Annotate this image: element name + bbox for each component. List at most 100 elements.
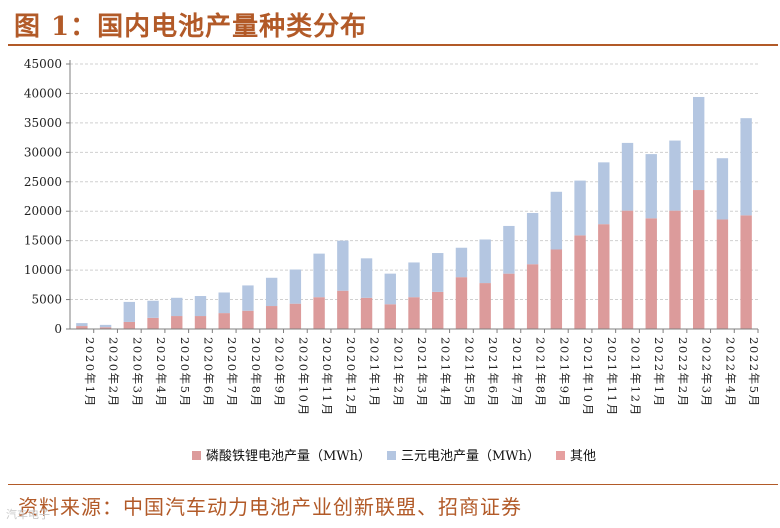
x-tick-label: 2020年4月 (154, 337, 168, 408)
bar-segment-series-0 (621, 210, 634, 329)
x-tick-label: 2021年1月 (368, 337, 382, 408)
bar-segment-series-1 (337, 240, 349, 291)
bar-segment-series-0 (574, 235, 586, 329)
x-tick-label: 2020年10月 (296, 337, 310, 417)
bar-segment-series-0 (218, 313, 230, 329)
bar-segment-series-0 (432, 291, 444, 329)
bar-segment-series-0 (99, 327, 112, 329)
bar-segment-series-1 (289, 269, 302, 304)
bar-segment-series-1 (432, 253, 444, 292)
bar-segment-series-1 (384, 273, 396, 305)
bar-segment-series-0 (479, 283, 491, 329)
bar-segment-series-0 (337, 290, 349, 329)
bar-segment-series-1 (76, 323, 88, 327)
bar-segment-series-1 (147, 300, 159, 318)
bar-segment-series-1 (740, 118, 752, 216)
bar-segment-series-0 (598, 224, 610, 329)
y-tick-label: 5000 (31, 293, 62, 307)
bar-segment-series-0 (147, 317, 159, 329)
x-tick-label: 2021年3月 (415, 337, 429, 408)
source-note: 资料来源：中国汽车动力电池产业创新联盟、招商证券 (18, 495, 522, 519)
x-tick-label: 2021年11月 (605, 337, 619, 417)
x-tick-label: 2020年11月 (320, 337, 334, 417)
bar-segment-series-0 (289, 303, 302, 329)
y-tick-label: 0 (54, 322, 62, 336)
bar-segment-series-1 (621, 142, 634, 211)
legend-swatch (192, 451, 201, 460)
bar-segment-series-0 (360, 297, 373, 329)
bar-segment-series-0 (194, 316, 207, 329)
bar-segment-series-0 (740, 215, 752, 329)
bar-segment-series-1 (669, 140, 681, 211)
x-tick-label: 2022年5月 (747, 337, 761, 408)
x-tick-label: 2021年4月 (439, 337, 453, 408)
bar-segment-series-1 (360, 258, 373, 298)
bar-segment-series-1 (455, 247, 468, 278)
bar-segment-series-1 (526, 212, 539, 265)
bar-segment-series-0 (76, 326, 88, 329)
bar-segment-series-0 (265, 306, 278, 329)
x-tick-label: 2021年6月 (486, 337, 500, 408)
bar-segment-series-1 (574, 180, 586, 236)
legend-label: 三元电池产量（MWh） (401, 449, 540, 464)
y-tick-label: 15000 (24, 234, 62, 248)
bars (76, 96, 752, 329)
bar-segment-series-0 (455, 277, 468, 329)
x-tick-label: 2021年8月 (534, 337, 548, 408)
bar-segment-series-1 (313, 253, 325, 298)
legend: 磷酸铁锂电池产量（MWh） 三元电池产量（MWh） 其他 (192, 449, 596, 464)
bar-segment-series-1 (99, 324, 112, 328)
y-tick-label: 25000 (24, 175, 62, 189)
x-tick-label: 2021年7月 (510, 337, 524, 408)
bar-segment-series-0 (645, 218, 657, 329)
legend-label: 其他 (570, 449, 596, 464)
x-tick-label: 2020年1月 (83, 337, 97, 408)
x-tick-label: 2021年5月 (462, 337, 476, 408)
y-tick-label: 30000 (24, 145, 62, 159)
x-tick-label: 2022年3月 (700, 337, 714, 408)
bar-segment-series-0 (384, 304, 396, 329)
x-tick-label: 2021年2月 (391, 337, 405, 408)
bar-segment-series-0 (242, 310, 254, 329)
bar-segment-series-1 (408, 262, 420, 298)
y-tick-label: 45000 (24, 57, 62, 71)
y-tick-label: 10000 (24, 263, 62, 277)
x-tick-label: 2021年12月 (629, 337, 643, 417)
watermark: 汽车电子 (6, 508, 50, 521)
bar-segment-series-0 (526, 264, 539, 329)
bar-segment-series-1 (194, 296, 207, 317)
bar-segment-series-0 (669, 210, 681, 329)
x-tick-label: 2020年8月 (249, 337, 263, 408)
source-divider (8, 484, 778, 485)
x-tick-label: 2020年12月 (344, 337, 358, 417)
x-tick-label: 2022年1月 (652, 337, 666, 408)
bar-segment-series-0 (408, 297, 420, 329)
bar-segment-series-0 (550, 249, 563, 329)
stacked-bar-chart: 0 5000 10000 15000 20000 25000 30000 35000 40000… (24, 57, 761, 464)
bar-segment-series-0 (716, 219, 729, 329)
x-tick-label: 2020年9月 (273, 337, 287, 408)
axes: 0 5000 10000 15000 20000 25000 30000 35000 40000… (24, 57, 761, 417)
bar-segment-series-1 (265, 277, 278, 307)
bar-segment-series-1 (598, 162, 610, 225)
bar-segment-series-1 (716, 158, 729, 220)
y-tick-label: 20000 (24, 204, 62, 218)
bar-segment-series-0 (692, 190, 705, 329)
bar-segment-series-1 (479, 239, 491, 284)
x-tick-label: 2020年2月 (107, 337, 121, 408)
y-tick-label: 40000 (24, 86, 62, 100)
x-tick-label: 2020年6月 (201, 337, 215, 408)
bar-segment-series-0 (313, 297, 325, 329)
x-tick-label: 2020年7月 (225, 337, 239, 408)
legend-label: 磷酸铁锂电池产量（MWh） (206, 449, 371, 464)
x-tick-label: 2020年5月 (178, 337, 192, 408)
x-tick-label: 2021年9月 (557, 337, 571, 408)
bar-segment-series-1 (645, 154, 657, 219)
bar-segment-series-1 (692, 96, 705, 191)
x-tick-label: 2022年2月 (676, 337, 690, 408)
title-divider (8, 44, 778, 46)
bar-segment-series-1 (171, 297, 183, 317)
legend-swatch (387, 451, 396, 460)
x-tick-label: 2022年4月 (723, 337, 737, 408)
bar-segment-series-0 (171, 316, 183, 329)
